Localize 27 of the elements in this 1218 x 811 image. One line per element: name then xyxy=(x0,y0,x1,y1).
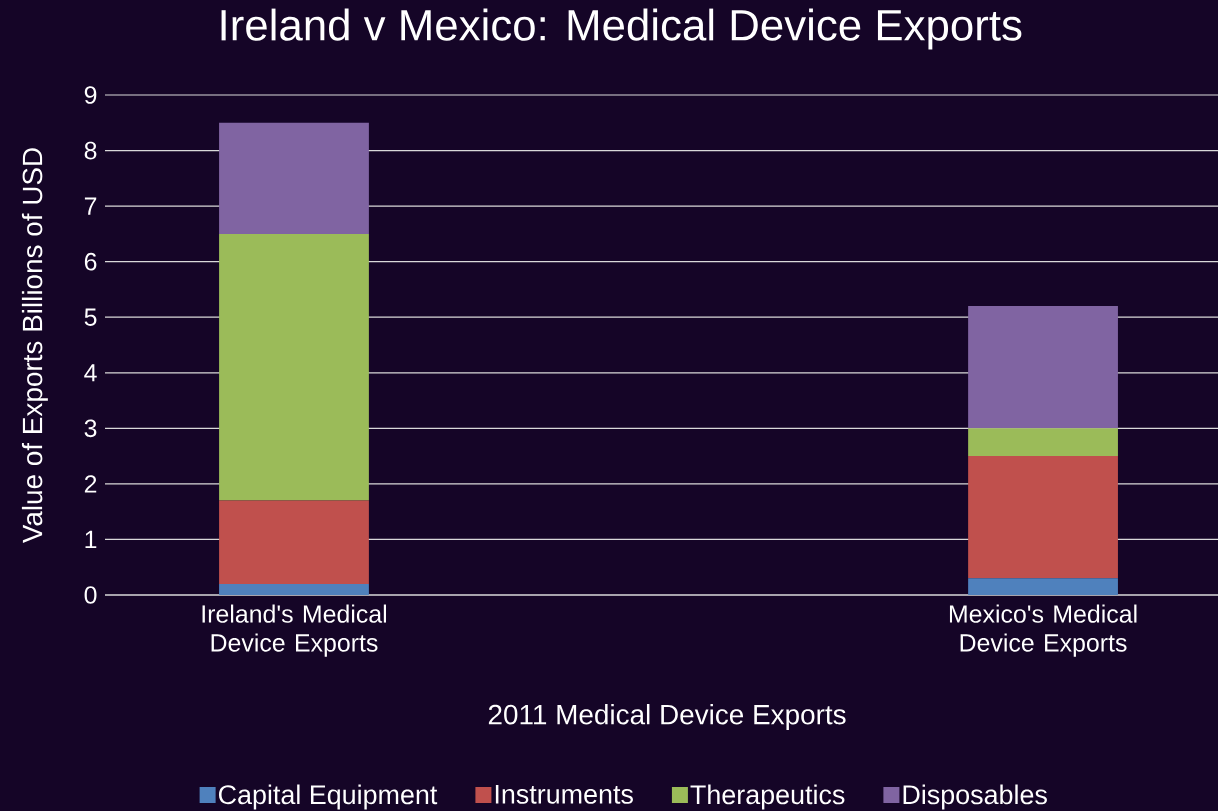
legend-label: Capital Equipment xyxy=(218,784,438,810)
bar xyxy=(968,306,1118,429)
y-tick-label: 8 xyxy=(84,141,97,160)
bar xyxy=(219,233,369,501)
bar xyxy=(968,428,1118,457)
bar xyxy=(219,583,369,595)
y-axis-title: Value of Exports Billions of USD xyxy=(21,148,48,544)
y-tick-label: 5 xyxy=(84,308,97,326)
y-tick-label: 1 xyxy=(85,530,97,549)
legend-label: Therapeutics xyxy=(690,784,845,810)
bar xyxy=(968,578,1118,595)
bar xyxy=(968,456,1118,579)
x-axis-title: 2011 Medical Device Exports xyxy=(488,704,846,730)
x-tick-label: Mexico's Medical Device Exports xyxy=(949,604,1137,657)
y-tick-label: 4 xyxy=(84,364,97,382)
y-tick-label: 2 xyxy=(84,475,97,493)
bar xyxy=(219,500,369,584)
legend-label: Instruments xyxy=(495,784,633,804)
bar xyxy=(219,122,369,234)
y-tick-label: 3 xyxy=(84,419,97,438)
legend-label: Disposables xyxy=(903,784,1047,810)
y-tick-label: 6 xyxy=(84,252,97,271)
x-tick-label: Ireland's Medical Device Exports xyxy=(202,604,387,657)
y-tick-label: 9 xyxy=(84,86,97,104)
y-tick-label: 7 xyxy=(84,197,97,215)
chart-title: Ireland v Mexico: Medical Device Exports xyxy=(221,8,1022,50)
y-tick-label: 0 xyxy=(84,586,97,604)
